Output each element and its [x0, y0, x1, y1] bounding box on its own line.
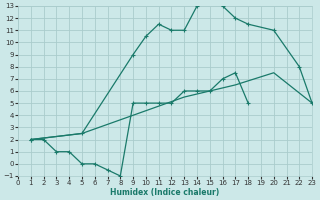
X-axis label: Humidex (Indice chaleur): Humidex (Indice chaleur)	[110, 188, 220, 197]
